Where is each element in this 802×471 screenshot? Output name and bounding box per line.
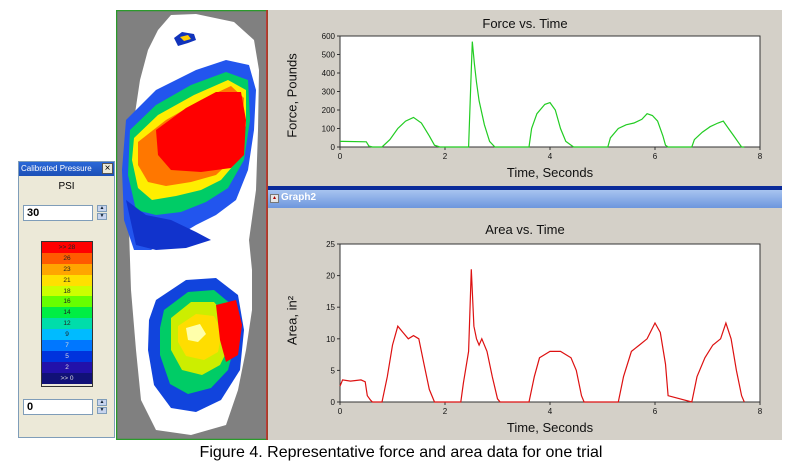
foot-pressure-map: [116, 10, 268, 440]
x-tick-label: 2: [443, 407, 448, 416]
scale-swatch: >> 28: [42, 242, 92, 253]
scale-swatch: 14: [42, 307, 92, 319]
x-tick-label: 8: [758, 407, 763, 416]
x-tick-label: 2: [443, 152, 448, 161]
y-tick-label: 0: [331, 143, 336, 152]
y-tick-label: 20: [326, 272, 335, 281]
max-pressure-input[interactable]: 30: [23, 205, 93, 221]
area-chart: 0 5 10 15 20 25 0 2 4 6 8: [326, 240, 763, 416]
force-chart-title: Force vs. Time: [482, 16, 568, 31]
scale-swatch: 7: [42, 340, 92, 351]
scale-swatch: 9: [42, 329, 92, 341]
spin-up-icon[interactable]: ▲: [97, 399, 107, 406]
close-icon[interactable]: ×: [102, 163, 113, 174]
scale-swatch: 18: [42, 285, 92, 297]
graph2-title: Graph2: [281, 192, 317, 203]
spin-down-icon[interactable]: ▼: [97, 213, 107, 220]
y-tick-label: 500: [322, 51, 336, 60]
force-y-axis-label: Force, Pounds: [284, 53, 300, 138]
force-chart: 0 100 200 300 400 500 600 0 2 4 6 8: [322, 32, 763, 161]
area-chart-title: Area vs. Time: [485, 222, 565, 237]
pressure-unit-label: PSI: [58, 181, 75, 192]
plot-area: [339, 35, 761, 148]
spin-up-icon[interactable]: ▲: [97, 205, 107, 212]
x-tick-label: 6: [653, 152, 658, 161]
scale-swatch: 2: [42, 361, 92, 373]
scale-swatch: 16: [42, 296, 92, 308]
y-tick-label: 200: [322, 106, 336, 115]
x-tick-label: 8: [758, 152, 763, 161]
area-x-axis-label: Time, Seconds: [506, 420, 594, 435]
y-tick-label: 300: [322, 88, 336, 97]
scale-swatch: 21: [42, 274, 92, 286]
scale-swatch: 12: [42, 318, 92, 330]
y-tick-label: 0: [331, 398, 336, 407]
y-tick-label: 15: [326, 303, 335, 312]
x-tick-label: 0: [338, 407, 343, 416]
x-tick-label: 6: [653, 407, 658, 416]
force-graph-window: 0 100 200 300 400 500 600 0 2 4 6 8 Force vs. Time …: [268, 10, 782, 186]
series-line: [339, 269, 745, 403]
scale-swatch: 23: [42, 263, 92, 275]
scale-swatch: 26: [42, 252, 92, 264]
y-tick-label: 100: [322, 125, 336, 134]
y-tick-label: 400: [322, 69, 336, 78]
spin-down-icon[interactable]: ▼: [97, 407, 107, 414]
series-line: [340, 41, 745, 148]
graph-icon: ▴: [270, 194, 279, 203]
y-tick-label: 600: [322, 32, 336, 41]
area-graph-window: 0 5 10 15 20 25 0 2 4 6 8 Area vs. Time Time, Seco…: [268, 208, 782, 440]
graph2-titlebar[interactable]: ▴ Graph2: [268, 190, 782, 208]
x-tick-label: 4: [548, 407, 553, 416]
calibrated-pressure-panel: Calibrated Pressure × PSI 30 ▲ ▼ >> 28 26…: [18, 161, 115, 438]
force-x-axis-label: Time, Seconds: [506, 165, 594, 180]
min-pressure-spinner[interactable]: ▲ ▼: [97, 399, 107, 415]
calibrated-pressure-titlebar[interactable]: Calibrated Pressure ×: [19, 162, 114, 176]
y-tick-label: 5: [331, 366, 336, 375]
graph-separator: [268, 186, 782, 190]
plot-area: [339, 243, 761, 403]
y-tick-label: 25: [326, 240, 335, 249]
min-pressure-input[interactable]: 0: [23, 399, 93, 415]
y-tick-label: 10: [326, 335, 335, 344]
scale-swatch: >> 0: [42, 372, 92, 384]
figure-caption: Figure 4. Representative force and area …: [199, 444, 603, 461]
area-y-axis-label: Area, in²: [284, 295, 300, 346]
calibrated-pressure-title: Calibrated Pressure: [21, 164, 92, 173]
max-pressure-spinner[interactable]: ▲ ▼: [97, 205, 107, 221]
x-tick-label: 4: [548, 152, 553, 161]
x-tick-label: 0: [338, 152, 343, 161]
scale-swatch: 5: [42, 350, 92, 362]
pressure-color-scale: >> 28 26 23 21 18 16 14 12 9 7 5 2 >> 0: [41, 241, 93, 387]
